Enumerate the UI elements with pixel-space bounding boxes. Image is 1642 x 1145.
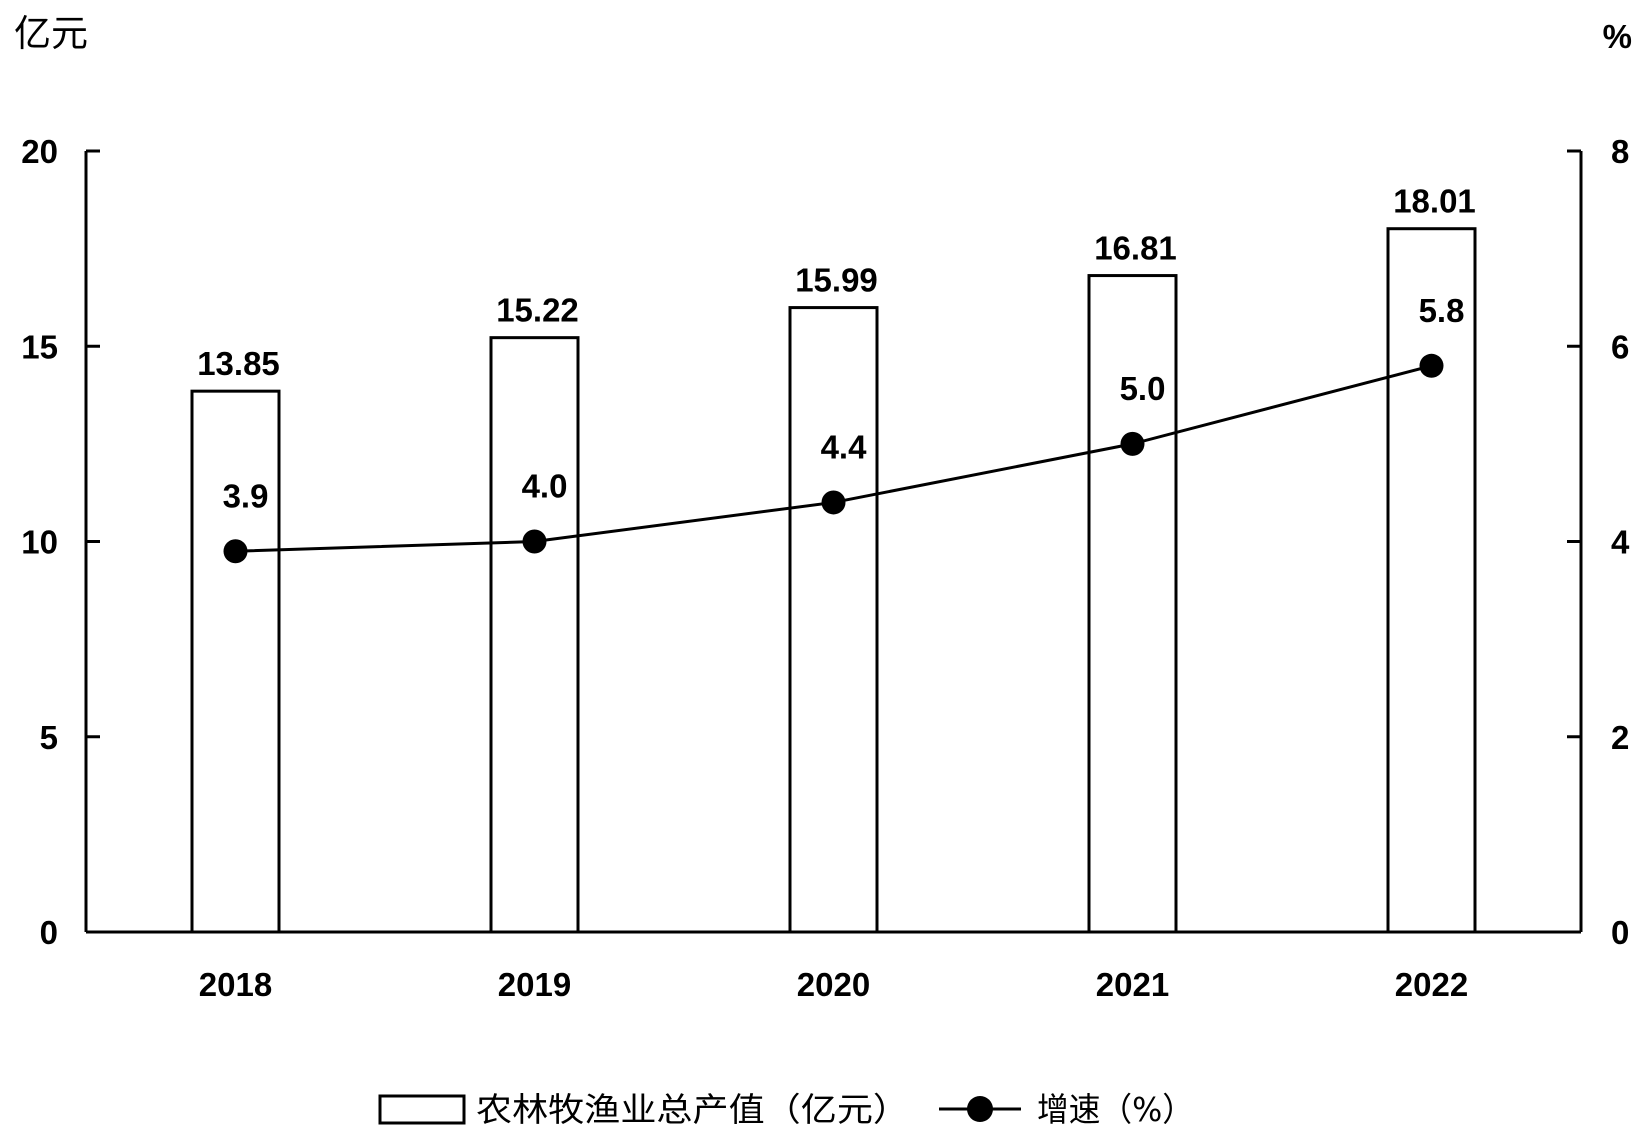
- bar: [1087, 274, 1178, 934]
- data-labels: 13.85 15.22 15.99 16.81 18.01 3.9 4.0 4.4 5.0 5.8: [197, 183, 1476, 515]
- left-axis-unit: 亿元: [14, 12, 88, 55]
- right-tick-label: 6: [1611, 328, 1629, 365]
- bar-series: [190, 227, 1477, 934]
- bar-value-label: 18.01: [1393, 183, 1476, 220]
- line-value-label: 3.9: [223, 477, 269, 514]
- bar: [190, 389, 281, 934]
- bar-value-label: 16.81: [1094, 230, 1177, 267]
- bar-value-label: 15.22: [496, 292, 579, 329]
- line-value-label: 4.0: [522, 468, 568, 505]
- line-value-label: 5.0: [1120, 370, 1166, 407]
- line-point: [821, 490, 846, 515]
- right-tick-label: 2: [1611, 719, 1629, 756]
- legend: 农林牧渔业总产值（亿元） 增速（%）: [378, 1090, 1194, 1129]
- axis-ticks: 0 5 10 15 20 0 2 4 6 8 2018 2019 2020 2021 2022: [21, 133, 1630, 1003]
- line-value-label: 5.8: [1419, 292, 1465, 329]
- line-point: [1120, 431, 1145, 456]
- x-tick-label: 2020: [797, 966, 870, 1003]
- legend-line-marker: [967, 1096, 993, 1122]
- left-tick-label: 5: [40, 719, 58, 756]
- left-tick-label: 15: [21, 328, 58, 365]
- line-series: [223, 353, 1444, 564]
- right-tick-label: 0: [1611, 914, 1629, 951]
- line-point: [223, 539, 248, 564]
- x-tick-label: 2021: [1096, 966, 1169, 1003]
- left-tick-label: 0: [40, 914, 58, 951]
- x-tick-label: 2018: [199, 966, 272, 1003]
- left-tick-label: 10: [21, 524, 58, 561]
- bar: [489, 336, 580, 934]
- x-tick-label: 2019: [498, 966, 571, 1003]
- left-tick-label: 20: [21, 133, 58, 170]
- legend-line-label: 增速（%）: [1037, 1090, 1194, 1129]
- legend-bar-label: 农林牧渔业总产值（亿元）: [476, 1090, 909, 1129]
- bar-value-label: 13.85: [197, 345, 280, 382]
- x-tick-label: 2022: [1395, 966, 1468, 1003]
- line-point: [1419, 353, 1444, 378]
- legend-bar-swatch: [378, 1094, 466, 1125]
- right-axis-unit: %: [1603, 18, 1632, 55]
- right-tick-label: 8: [1611, 133, 1629, 170]
- line-point: [522, 529, 547, 554]
- bar-value-label: 15.99: [795, 262, 878, 299]
- bar: [788, 306, 879, 934]
- line-value-label: 4.4: [821, 428, 868, 465]
- right-tick-label: 4: [1611, 524, 1630, 561]
- bar: [1386, 227, 1477, 934]
